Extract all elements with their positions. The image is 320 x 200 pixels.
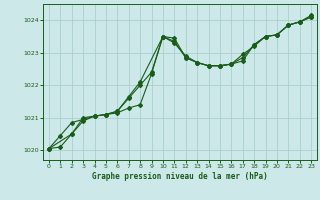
X-axis label: Graphe pression niveau de la mer (hPa): Graphe pression niveau de la mer (hPa) — [92, 172, 268, 181]
